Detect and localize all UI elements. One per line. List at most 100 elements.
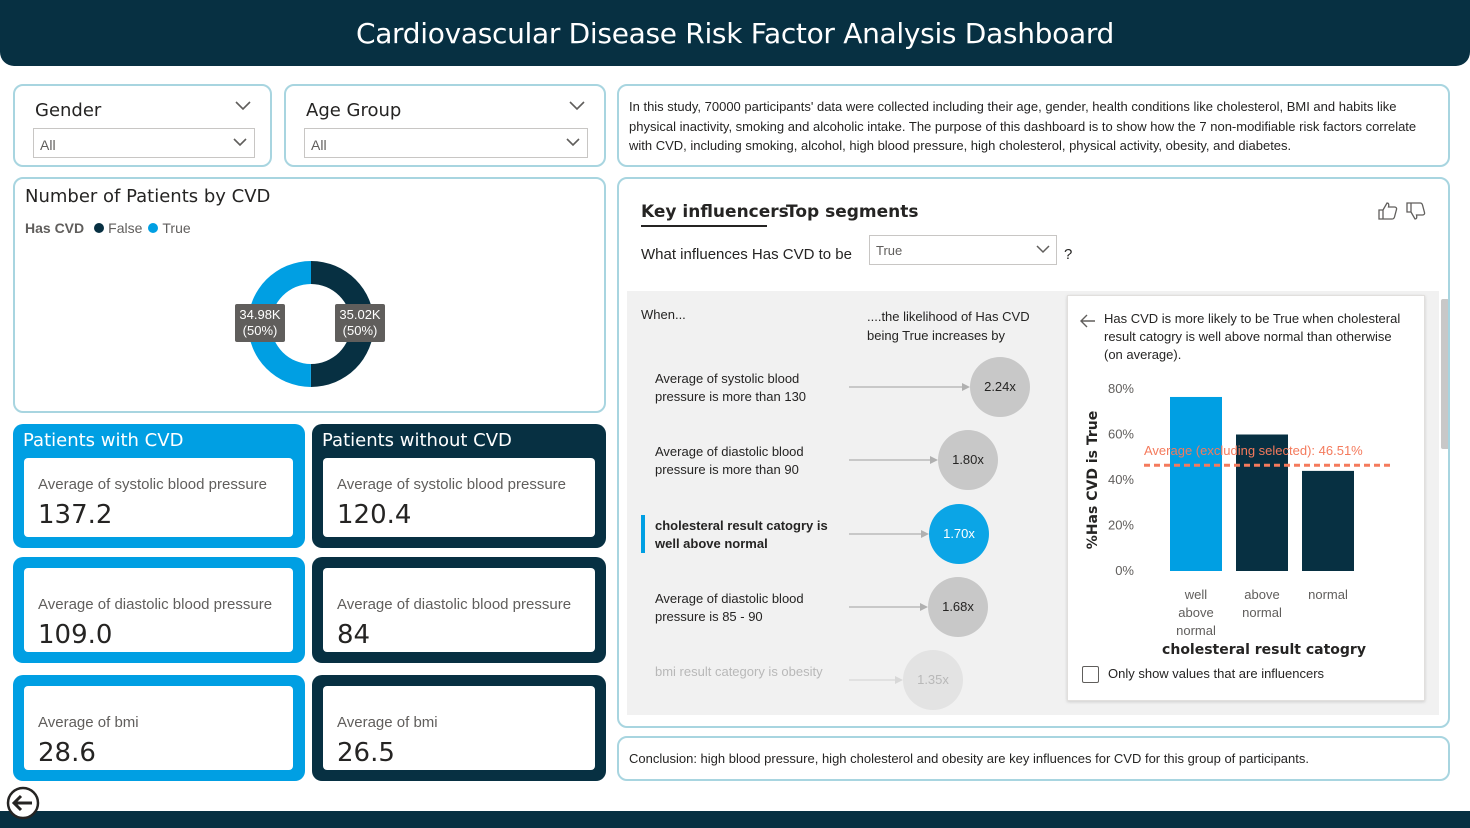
kpi-label: Average of systolic blood pressure [337, 476, 567, 493]
legend-title: Has CVD [25, 220, 85, 236]
age-group-dropdown[interactable]: All [304, 128, 588, 158]
bar[interactable] [1302, 470, 1354, 571]
donut-label-true-value: 34.98K [239, 307, 281, 322]
donut-chart-card: Number of Patients by CVD Has CVD False … [13, 177, 606, 413]
kpi-label: Average of diastolic blood pressure [337, 596, 572, 613]
thumbs-down-icon[interactable] [1405, 201, 1427, 221]
gender-slicer-label: Gender [35, 100, 102, 121]
patients-without-cvd-diastolic-group: Average of diastolic blood pressure 84 [312, 557, 606, 663]
ki-detail-text: Has CVD is more likely to be True when c… [1104, 311, 1401, 362]
back-arrow-icon[interactable] [6, 786, 40, 820]
active-tab-underline [641, 225, 767, 227]
description-text: In this study, 70000 participants' data … [629, 99, 1417, 153]
gender-slicer: Gender All [13, 84, 272, 167]
donut-label-false: 35.02K (50%) [335, 304, 385, 342]
scrollbar-thumb[interactable] [1441, 299, 1448, 449]
thumbs-up-icon[interactable] [1377, 201, 1399, 221]
ki-influencers-panel: When... ....the likelihood of Has CVD be… [627, 291, 1439, 715]
ki-value-dropdown[interactable]: True [869, 235, 1057, 265]
kpi-value: 137.2 [38, 500, 113, 530]
x-tick-label: above [1244, 587, 1279, 602]
donut-label-true-pct: (50%) [242, 323, 278, 338]
kpi-card: Average of bmi 28.6 [24, 686, 293, 770]
ki-influencer-label[interactable]: Average of diastolic blood pressure is 8… [655, 591, 804, 624]
ki-influencer-label[interactable]: bmi result category is obesity [655, 664, 823, 679]
donut-label-false-value: 35.02K [339, 307, 381, 322]
conclusion-text: Conclusion: high blood pressure, high ch… [629, 751, 1309, 766]
y-tick-label: 40% [1108, 472, 1134, 487]
age-group-dropdown-value: All [311, 137, 327, 153]
ki-likelihood-header: ....the likelihood of Has CVD being True… [867, 309, 1030, 343]
legend-item-false[interactable]: False [94, 220, 142, 236]
patients-without-cvd-title: Patients without CVD [322, 430, 512, 451]
ki-arrow-head [962, 383, 970, 391]
header-bar: Cardiovascular Disease Risk Factor Analy… [0, 0, 1470, 66]
back-arrow-icon[interactable] [1080, 314, 1096, 328]
ki-influencer-label[interactable]: Average of systolic blood pressure is mo… [655, 371, 807, 404]
chevron-down-icon [566, 138, 580, 147]
legend-item-true[interactable]: True [148, 220, 191, 236]
patients-without-cvd-bmi-group: Average of bmi 26.5 [312, 675, 606, 781]
tab-key-influencers[interactable]: Key influencers [641, 202, 789, 222]
ki-influencer-label[interactable]: Average of diastolic blood pressure is m… [655, 444, 804, 477]
kpi-label: Average of systolic blood pressure [38, 476, 268, 493]
ki-when-header: When... [641, 307, 686, 322]
legend-dot [148, 223, 159, 233]
kpi-label: Average of diastolic blood pressure [38, 596, 273, 613]
kpi-card: Average of bmi 26.5 [323, 686, 595, 770]
patients-with-cvd-group: Patients with CVD Average of systolic bl… [13, 424, 305, 548]
donut-label-true: 34.98K (50%) [235, 304, 285, 342]
influencers-only-checkbox[interactable] [1082, 666, 1099, 683]
donut-legend: Has CVD False True [25, 220, 197, 236]
x-tick-label: normal [1176, 623, 1216, 638]
page-title: Cardiovascular Disease Risk Factor Analy… [355, 17, 1115, 50]
x-tick-label: normal [1242, 605, 1282, 620]
ki-influencer-label-selected[interactable]: cholesteral result catogry is well above… [655, 518, 828, 551]
y-tick-label: 20% [1108, 518, 1134, 533]
kpi-label: Average of bmi [38, 714, 139, 731]
donut-label-false-pct: (50%) [342, 323, 378, 338]
age-group-slicer: Age Group All [284, 84, 606, 167]
donut-slice-true[interactable] [247, 261, 311, 387]
tab-top-segments[interactable]: Top segments [786, 202, 919, 222]
legend-label: False [108, 220, 143, 236]
kpi-card: Average of systolic blood pressure 120.4 [323, 458, 595, 537]
gender-dropdown[interactable]: All [33, 128, 255, 158]
average-reference-label: Average (excluding selected): 46.51% [1144, 443, 1363, 458]
ki-arrow-head [895, 676, 903, 684]
y-tick-label: 80% [1108, 381, 1134, 396]
age-group-slicer-label: Age Group [306, 100, 402, 121]
kpi-card: Average of diastolic blood pressure 109.… [24, 568, 293, 652]
donut-chart [247, 261, 374, 387]
chevron-down-icon [233, 138, 247, 147]
ki-arrow-head [930, 456, 938, 464]
ki-multiplier-bubble-selected[interactable]: 1.70x [929, 504, 989, 564]
x-axis-title: cholesteral result catogry [1162, 642, 1366, 658]
chevron-down-icon[interactable] [568, 100, 586, 112]
ki-detail-panel: Has CVD is more likely to be True when c… [1067, 295, 1425, 701]
kpi-value: 84 [337, 620, 371, 650]
footer-bar [0, 811, 1470, 828]
ki-detail-bar-chart: 0% 20% 40% 60% 80% %Has CVD is True well above n… [1085, 381, 1390, 658]
donut-slice-false[interactable] [310, 261, 374, 387]
x-tick-label: well [1184, 587, 1208, 602]
ki-arrows [849, 383, 970, 684]
kpi-card: Average of diastolic blood pressure 84 [323, 568, 595, 652]
x-tick-label: normal [1308, 587, 1348, 602]
ki-question-mark: ? [1064, 246, 1073, 263]
ki-multiplier-bubble[interactable]: 1.35x [903, 650, 963, 710]
legend-label: True [162, 220, 191, 236]
ki-multiplier-bubble[interactable]: 1.68x [928, 577, 988, 637]
ki-multiplier-bubble[interactable]: 1.80x [938, 430, 998, 490]
bar[interactable] [1236, 434, 1288, 572]
kpi-value: 109.0 [38, 620, 113, 650]
chevron-down-icon [1036, 245, 1050, 254]
chevron-down-icon[interactable] [234, 100, 252, 112]
ki-value-dropdown-value: True [876, 243, 903, 258]
ki-multiplier-bubble[interactable]: 2.24x [970, 357, 1030, 417]
patients-with-cvd-title: Patients with CVD [23, 430, 184, 451]
conclusion-card: Conclusion: high blood pressure, high ch… [617, 736, 1450, 781]
bar[interactable] [1170, 396, 1222, 571]
ki-arrow-head [921, 530, 929, 538]
patients-without-cvd-group: Patients without CVD Average of systolic… [312, 424, 606, 548]
